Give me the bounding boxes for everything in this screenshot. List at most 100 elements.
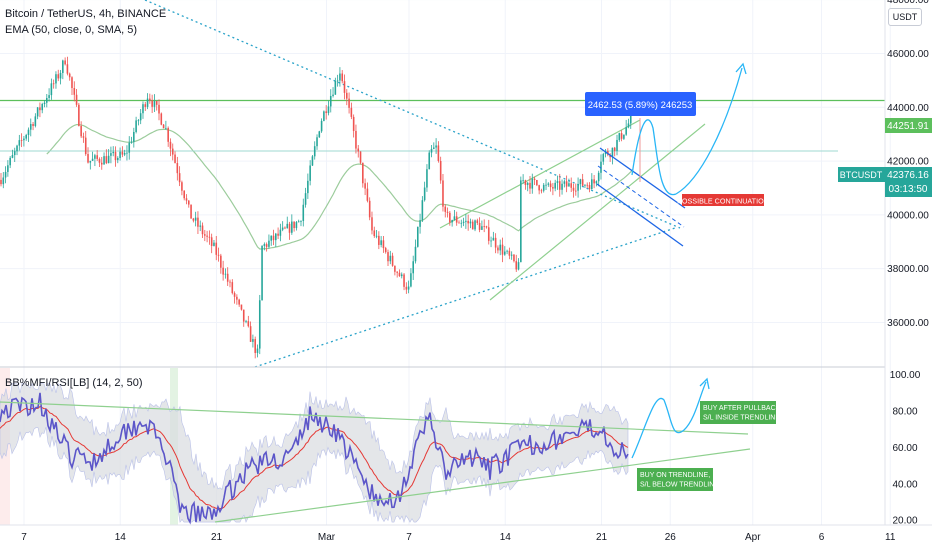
candle-body [327,106,330,114]
candle-body [423,187,426,201]
candle-body [190,204,192,219]
candle-body [506,250,508,252]
candle-body [524,180,527,185]
candle-body [9,157,11,166]
candle-body [400,274,403,277]
candle-body [577,183,579,191]
candle-body [13,151,16,156]
candle-body [29,124,32,130]
candle-body [366,188,369,201]
projection-path-2 [675,67,743,195]
candle-body [34,116,37,126]
candle-body [554,182,556,189]
candle-body [302,204,305,221]
candle-body [389,255,392,262]
candle-body [256,348,259,353]
candle-body [57,74,60,79]
candle-body [611,147,614,158]
candle-body [380,240,382,245]
candle-body [416,226,419,247]
candle-body [371,217,373,231]
candle-body [458,222,460,224]
channel-mid [597,165,685,228]
candle-body [252,339,254,342]
time-tick-label: 14 [500,532,512,543]
candle-body [561,183,563,190]
candle-body [119,151,121,158]
candle-body [268,240,270,247]
time-tick-label: Apr [745,532,761,543]
rsi-projection-path [631,381,707,459]
candle-body [444,206,447,212]
candle-body [123,153,126,155]
rsi-tick-label: 60.00 [892,443,917,454]
channel-upper [599,147,686,209]
candle-body [407,286,410,290]
candle-body [620,133,623,139]
candle-body [78,104,80,126]
candle-body [277,233,279,236]
time-tick-label: 14 [115,532,127,543]
candle-body [222,267,224,275]
candle-body [362,162,364,184]
candle-body [538,185,540,191]
candle-body [68,73,71,78]
candle-body [194,217,197,221]
rising-wedge-upper [439,119,641,229]
candle-body [162,124,165,129]
candle-body [602,154,605,162]
candle-body [245,321,247,322]
candle-body [476,220,479,223]
candle-body [18,140,21,146]
measure-box: 2462.53 (5.89%) 246253 [585,92,696,116]
candle-body [609,154,611,158]
time-tick-label: 7 [21,532,27,543]
candle-body [192,218,195,221]
candle-body [206,235,208,237]
candle-body [437,145,440,161]
candle-body [396,271,398,273]
candle-body [43,102,46,105]
candle-body [471,221,474,230]
candle-body [94,155,96,159]
candle-body [261,245,263,301]
time-tick-label: 6 [819,532,825,543]
price-tag-symbol: BTCUSDT [840,170,883,180]
candle-body [229,281,231,283]
candle-body [595,181,598,184]
candle-body [23,138,25,141]
candle-body [89,160,92,163]
candle-body [149,98,151,101]
candle-body [469,221,472,224]
candle-body [110,153,112,156]
candle-body [275,233,277,241]
candle-body [419,220,421,227]
candle-body [176,162,179,174]
candle-body [2,177,5,185]
descending-trendline [144,0,681,229]
candle-body [4,171,7,178]
price-tick-label: 46000.00 [887,49,929,60]
candle-body [497,247,499,251]
candle-body [325,111,327,114]
candle-body [526,182,529,185]
candle-body [144,104,147,107]
candle-body [64,60,66,65]
rsi-line [0,392,629,525]
buy-after-pullback-line1: BUY AFTER PULLBACK, [703,405,782,412]
candle-body [249,326,252,342]
candle-body [382,240,385,249]
candle-body [552,187,554,189]
candle-body [297,221,300,223]
rsi-ma-line [0,405,629,510]
price-tag-countdown: 03:13:50 [889,184,928,195]
candle-body [547,183,550,185]
candle-body [586,184,589,186]
measure-label: 2462.53 (5.89%) 246253 [588,100,693,111]
rsi-tick-label: 80.00 [892,407,917,418]
candle-body [100,162,103,165]
candle-body [316,137,318,147]
currency-button[interactable]: USDT [888,8,922,26]
